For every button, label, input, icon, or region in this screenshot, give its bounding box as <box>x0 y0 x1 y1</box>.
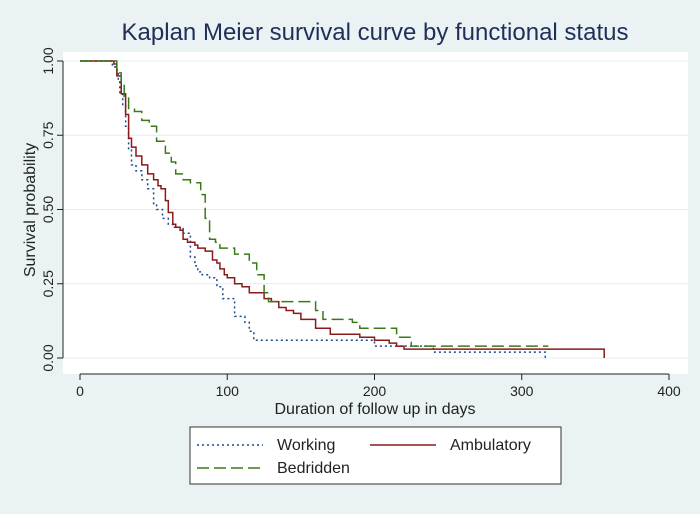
y-tick-label: 0.00 <box>40 344 56 371</box>
series-lines <box>80 60 605 358</box>
y-tick-label: 1.00 <box>40 47 56 74</box>
x-tick-label: 0 <box>76 383 84 399</box>
x-tick-label: 300 <box>510 383 534 399</box>
x-tick-label: 100 <box>216 383 240 399</box>
series-line-ambulatory <box>80 60 605 358</box>
y-tick-label: 0.50 <box>40 196 56 223</box>
axes: 0.00 0.25 0.50 0.75 1.00 0 100 200 300 400 <box>40 47 681 399</box>
series-line-bedridden <box>80 60 549 347</box>
plot-area <box>63 52 688 374</box>
legend-label-ambulatory: Ambulatory <box>450 437 531 454</box>
series-line-working <box>80 60 547 358</box>
x-tick-label: 200 <box>363 383 387 399</box>
y-axis-label: Survival probability <box>22 143 39 277</box>
x-axis-label: Duration of follow up in days <box>275 401 476 418</box>
x-tick-label: 400 <box>657 383 681 399</box>
y-tick-label: 0.25 <box>40 270 56 297</box>
grid-lines <box>63 60 688 359</box>
chart-title: Kaplan Meier survival curve by functiona… <box>122 19 629 46</box>
legend-label-working: Working <box>277 437 335 454</box>
legend: Working Ambulatory Bedridden <box>189 426 562 485</box>
y-tick-label: 0.75 <box>40 121 56 148</box>
legend-box <box>189 426 562 485</box>
legend-label-bedridden: Bedridden <box>277 460 350 477</box>
